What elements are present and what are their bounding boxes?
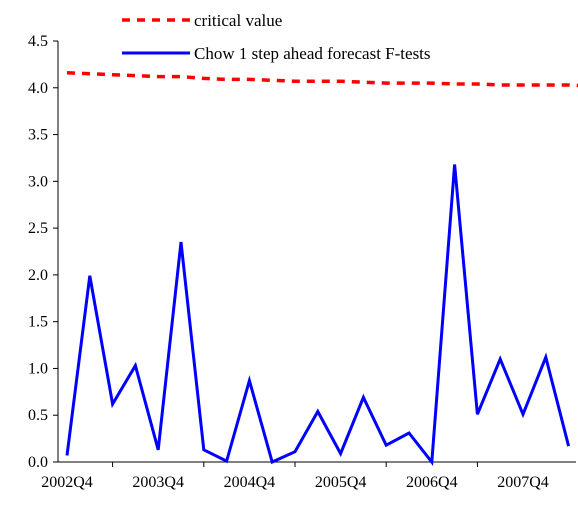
y-tick-label: 1.0: [28, 360, 48, 377]
y-tick-label: 0.5: [28, 407, 48, 424]
series-line-chow-f-tests: [65, 164, 571, 466]
y-tick-label: 3.5: [28, 127, 48, 144]
y-tick-label: 1.5: [28, 314, 48, 331]
x-tick-label: 2005Q4: [315, 474, 367, 491]
x-tick-label: 2006Q4: [406, 474, 458, 491]
axes: 0.0 0.5 1.0 1.5 2.0 2.5 3.0 3.5 4.0 4.5 2002Q4 2003…: [28, 33, 576, 491]
y-tick-label: 0.0: [28, 454, 48, 471]
legend: critical value Chow 1 step ahead forecast…: [122, 11, 431, 63]
x-tick-label: 2003Q4: [132, 474, 184, 491]
series-line-critical-value: [66, 71, 578, 88]
x-tick-label: 2004Q4: [224, 474, 276, 491]
series-layer: [65, 71, 578, 466]
legend-label: critical value: [194, 11, 282, 30]
y-tick-label: 4.5: [28, 33, 48, 50]
y-tick-label: 4.0: [28, 80, 48, 97]
y-tick-label: 3.0: [28, 173, 48, 190]
y-tick-label: 2.0: [28, 267, 48, 284]
x-tick-label: 2007Q4: [497, 474, 549, 491]
y-tick-label: 2.5: [28, 220, 48, 237]
x-tick-label: 2002Q4: [41, 474, 93, 491]
legend-label: Chow 1 step ahead forecast F-tests: [194, 44, 431, 63]
